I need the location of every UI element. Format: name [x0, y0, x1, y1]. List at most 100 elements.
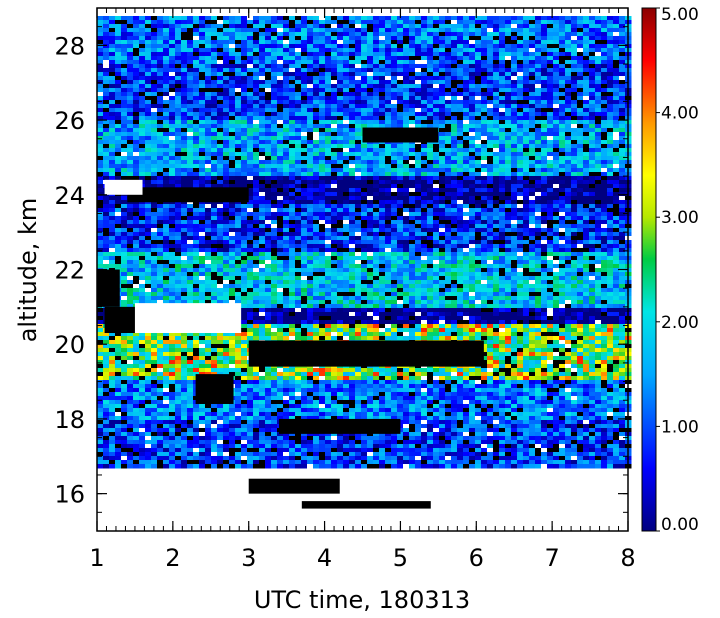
heatmap-cell: [457, 52, 464, 57]
heatmap-cell: [145, 72, 152, 77]
heatmap-cell: [397, 100, 404, 105]
heatmap-cell: [469, 228, 476, 233]
heatmap-cell: [421, 192, 428, 197]
heatmap-cell: [151, 32, 158, 37]
heatmap-cell: [403, 60, 410, 65]
heatmap-cell: [313, 164, 320, 169]
heatmap-cell: [235, 88, 242, 93]
heatmap-cell: [433, 40, 440, 45]
heatmap-cell: [97, 172, 104, 177]
heatmap-cell: [529, 176, 536, 181]
heatmap-cell: [529, 228, 536, 233]
heatmap-cell: [511, 84, 518, 89]
heatmap-cell: [403, 80, 410, 85]
heatmap-cell: [241, 220, 248, 225]
heatmap-cell: [553, 24, 560, 29]
heatmap-cell: [139, 152, 146, 157]
heatmap-cell: [313, 204, 320, 209]
heatmap-cell: [589, 132, 596, 137]
heatmap-cell: [169, 180, 176, 185]
heatmap-cell: [355, 196, 362, 201]
heatmap-cell: [265, 164, 272, 169]
heatmap-cell: [409, 60, 416, 65]
heatmap-cell: [355, 140, 362, 145]
heatmap-cell: [523, 176, 530, 181]
heatmap-cell: [439, 104, 446, 109]
heatmap-cell: [181, 216, 188, 221]
heatmap-cell: [295, 56, 302, 61]
heatmap-cell: [301, 96, 308, 101]
heatmap-cell: [517, 140, 524, 145]
heatmap-cell: [427, 120, 434, 125]
heatmap-cell: [487, 44, 494, 49]
heatmap-cell: [607, 224, 614, 229]
heatmap-cell: [403, 92, 410, 97]
heatmap-cell: [157, 68, 164, 73]
heatmap-cell: [583, 160, 590, 165]
heatmap-cell: [325, 200, 332, 205]
heatmap-cell: [121, 164, 128, 169]
heatmap-cell: [583, 168, 590, 173]
heatmap-cell: [547, 80, 554, 85]
heatmap-cell: [325, 68, 332, 73]
heatmap-cell: [601, 76, 608, 81]
heatmap-cell: [361, 224, 368, 229]
heatmap-cell: [229, 144, 236, 149]
heatmap-cell: [481, 152, 488, 157]
heatmap-cell: [439, 116, 446, 121]
heatmap-cell: [307, 164, 314, 169]
heatmap-cell: [115, 140, 122, 145]
heatmap-cell: [109, 40, 116, 45]
heatmap-cell: [223, 80, 230, 85]
heatmap-cell: [619, 228, 626, 233]
heatmap-cell: [421, 28, 428, 33]
heatmap-cell: [253, 28, 260, 33]
heatmap-cell: [109, 16, 116, 21]
heatmap-cell: [289, 100, 296, 105]
heatmap-cell: [499, 212, 506, 217]
heatmap-cell: [349, 108, 356, 113]
heatmap-cell: [97, 32, 104, 37]
heatmap-cell: [547, 44, 554, 49]
heatmap-cell: [391, 80, 398, 85]
heatmap-cell: [193, 48, 200, 53]
heatmap-cell: [259, 172, 266, 177]
heatmap-cell: [121, 152, 128, 157]
heatmap-cell: [415, 148, 422, 153]
heatmap-cell: [301, 100, 308, 105]
heatmap-cell: [163, 132, 170, 137]
heatmap-cell: [205, 144, 212, 149]
heatmap-cell: [259, 208, 266, 213]
heatmap-cell: [97, 72, 104, 77]
heatmap-cell: [475, 160, 482, 165]
heatmap-cell: [409, 144, 416, 149]
heatmap-cell: [469, 24, 476, 29]
heatmap-cell: [607, 92, 614, 97]
heatmap-cell: [577, 40, 584, 45]
heatmap-cell: [169, 168, 176, 173]
heatmap-cell: [289, 36, 296, 41]
heatmap-cell: [535, 28, 542, 33]
heatmap-cell: [427, 208, 434, 213]
heatmap-cell: [235, 148, 242, 153]
heatmap-cell: [97, 100, 104, 105]
heatmap-cell: [481, 144, 488, 149]
heatmap-cell: [361, 236, 368, 241]
heatmap-cell: [217, 52, 224, 57]
heatmap-cell: [511, 80, 518, 85]
heatmap-cell: [259, 20, 266, 25]
heatmap-cell: [349, 84, 356, 89]
heatmap-cell: [391, 208, 398, 213]
heatmap-cell: [457, 232, 464, 237]
heatmap-cell: [199, 208, 206, 213]
heatmap-cell: [97, 52, 104, 57]
heatmap-cell: [307, 112, 314, 117]
heatmap-cell: [271, 68, 278, 73]
heatmap-cell: [379, 204, 386, 209]
heatmap-cell: [403, 20, 410, 25]
heatmap-cell: [253, 124, 260, 129]
heatmap-cell: [205, 116, 212, 121]
heatmap-cell: [559, 28, 566, 33]
heatmap-cell: [565, 144, 572, 149]
heatmap-cell: [253, 64, 260, 69]
